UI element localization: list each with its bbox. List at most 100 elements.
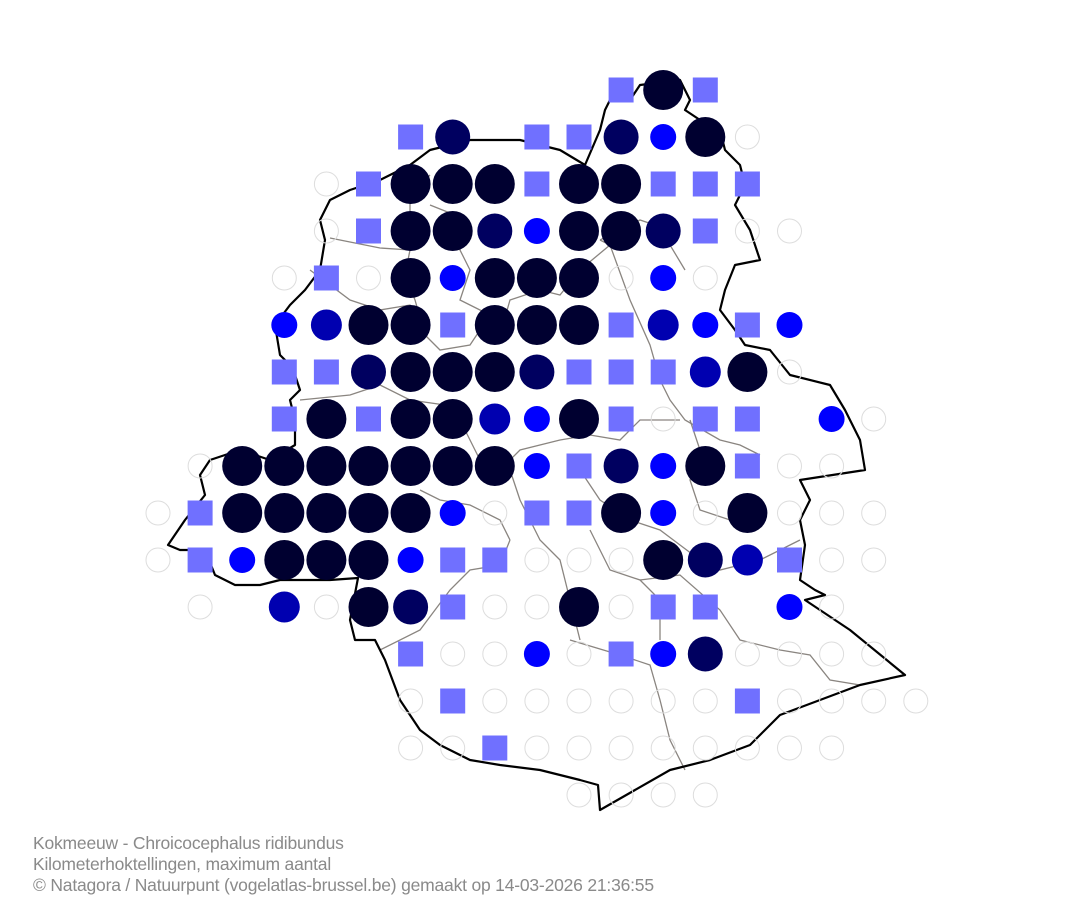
cell-circle-class-4 <box>516 258 557 298</box>
cell-circle-class-4 <box>643 70 684 110</box>
cell-circle-class-4 <box>727 493 768 533</box>
cell-circle-class-4 <box>559 211 599 251</box>
cell-square <box>440 312 466 338</box>
cell-circle-class-4 <box>222 446 263 486</box>
cell-square <box>608 641 634 667</box>
cell-circle-class-4 <box>474 258 515 298</box>
cell-square <box>524 500 550 526</box>
cell-circle-class-4 <box>432 164 473 204</box>
cell-square <box>650 171 676 197</box>
cell-square <box>356 406 381 432</box>
cell-circle-class-4 <box>727 352 768 392</box>
cell-circle-class-3 <box>603 119 639 155</box>
cell-circle-class-4 <box>601 164 642 204</box>
cell-circle-class-1 <box>439 500 466 526</box>
credits-line: © Natagora / Natuurpunt (vogelatlas-brus… <box>33 875 654 895</box>
cell-circle-class-4 <box>348 305 389 345</box>
cell-empty <box>777 453 802 479</box>
cell-empty <box>861 406 887 432</box>
cell-square <box>482 547 508 573</box>
cell-empty <box>777 688 802 714</box>
cell-circle-class-4 <box>474 352 515 392</box>
cell-empty <box>777 218 802 244</box>
municipality-border <box>609 244 761 456</box>
cell-empty <box>650 688 676 714</box>
cell-empty <box>819 594 845 620</box>
cell-square <box>440 547 466 573</box>
cell-empty <box>608 547 634 573</box>
cell-empty <box>566 782 592 808</box>
cell-circle-class-4 <box>348 587 389 627</box>
cell-circle-class-4 <box>685 446 726 486</box>
cell-empty <box>777 735 802 761</box>
cell-circle-class-4 <box>306 493 347 533</box>
cell-circle-class-4 <box>432 352 473 392</box>
cell-circle-class-4 <box>390 305 431 345</box>
cell-square <box>566 500 592 526</box>
cell-circle-class-1 <box>650 641 677 667</box>
cell-empty <box>819 547 845 573</box>
cell-empty <box>861 547 887 573</box>
cell-circle-class-1 <box>397 547 424 573</box>
cell-square <box>398 641 424 667</box>
municipality-border <box>299 384 481 461</box>
cell-circle-class-4 <box>306 446 347 486</box>
cell-circle-class-1 <box>523 218 550 244</box>
cell-circle-class-4 <box>559 305 599 345</box>
cell-circle-class-4 <box>685 117 726 157</box>
cell-square <box>271 359 297 385</box>
cell-empty <box>692 782 718 808</box>
cell-empty <box>692 688 718 714</box>
cell-square <box>187 500 213 526</box>
cell-empty <box>566 735 592 761</box>
cell-circle-class-3 <box>393 589 429 625</box>
cell-empty <box>734 218 760 244</box>
cell-circle-class-4 <box>390 399 431 439</box>
cell-circle-class-4 <box>390 446 431 486</box>
cell-circle-class-1 <box>776 594 803 620</box>
cell-square <box>187 547 213 573</box>
cell-empty <box>145 500 171 526</box>
cell-empty <box>271 265 297 291</box>
cell-square <box>271 406 297 432</box>
cell-circle-class-2 <box>647 309 679 341</box>
cell-empty <box>524 547 550 573</box>
cell-circle-class-4 <box>306 399 347 439</box>
cell-empty <box>440 735 466 761</box>
cell-circle-class-1 <box>523 641 550 667</box>
cell-circle-class-2 <box>268 591 300 623</box>
cell-empty <box>861 641 887 667</box>
cell-empty <box>819 641 845 667</box>
cell-circle-class-4 <box>264 540 305 580</box>
cell-empty <box>903 688 929 714</box>
cell-circle-class-4 <box>390 164 431 204</box>
cell-circle-class-4 <box>559 399 599 439</box>
cell-circle-class-4 <box>432 399 473 439</box>
cell-circle-class-3 <box>351 354 386 390</box>
cell-circle-class-4 <box>601 493 642 533</box>
cell-empty <box>524 594 550 620</box>
cell-empty <box>313 218 339 244</box>
grid-cells <box>145 70 929 808</box>
cell-empty <box>819 500 845 526</box>
cell-circle-class-1 <box>229 547 256 573</box>
cell-square <box>440 594 466 620</box>
cell-empty <box>608 782 634 808</box>
cell-square <box>356 218 381 244</box>
cell-circle-class-1 <box>271 312 298 338</box>
cell-empty <box>566 641 592 667</box>
cell-circle-class-2 <box>689 356 721 388</box>
cell-circle-class-4 <box>348 540 389 580</box>
cell-square <box>650 594 676 620</box>
cell-circle-class-1 <box>650 453 677 479</box>
cell-circle-class-1 <box>818 406 845 432</box>
cell-circle-class-4 <box>390 493 431 533</box>
cell-empty <box>566 547 592 573</box>
cell-circle-class-4 <box>601 211 642 251</box>
cell-circle-class-4 <box>474 164 515 204</box>
municipality-border <box>639 574 861 686</box>
municipality-border <box>419 489 511 541</box>
cell-circle-class-3 <box>603 448 639 484</box>
cell-circle-class-3 <box>519 354 555 390</box>
cell-empty <box>482 688 508 714</box>
